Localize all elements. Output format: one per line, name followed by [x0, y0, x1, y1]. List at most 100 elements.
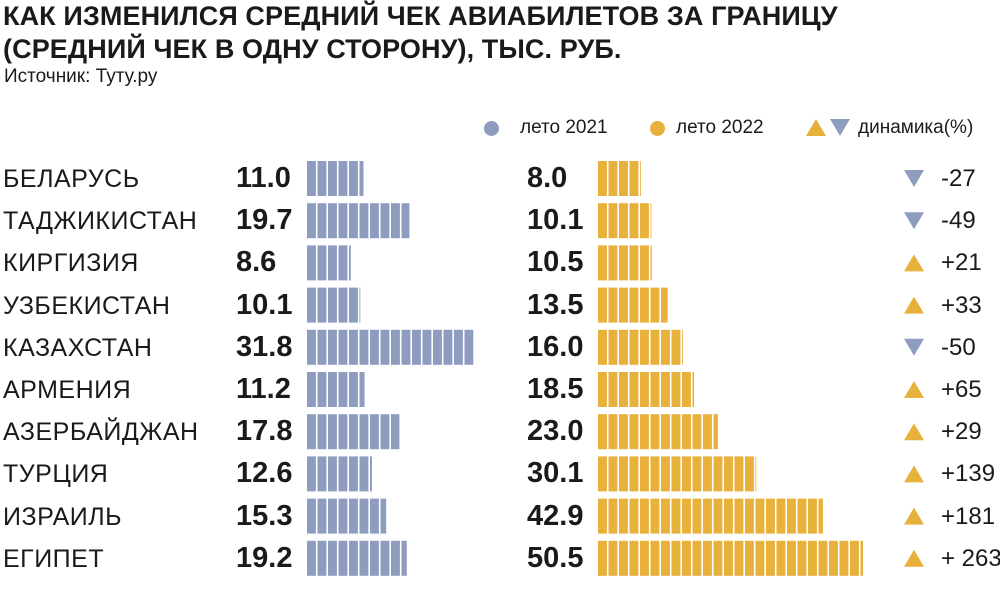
bar-2022-segment	[818, 540, 828, 576]
bar-2021-segment	[317, 203, 327, 239]
bar-2022	[598, 414, 718, 450]
dynamics-label: +65	[941, 376, 982, 403]
bar-2022-segment	[640, 287, 649, 323]
bar-2022-segment	[640, 161, 641, 196]
value-label-2022: 16.0	[527, 330, 584, 363]
bar-2022-segment	[598, 372, 607, 407]
bar-2022-segment	[661, 372, 670, 407]
bar-2022-segment	[650, 414, 660, 450]
bar-2021-segment	[338, 498, 348, 534]
bar-2021-segment	[349, 161, 358, 196]
bar-2021-segment	[317, 414, 327, 450]
bar-2022	[598, 161, 641, 196]
bar-2022	[598, 287, 668, 323]
bar-2021-segment	[328, 372, 337, 407]
bar-2022-segment	[787, 540, 796, 576]
bar-2022-segment	[661, 540, 670, 576]
bar-2021-segment	[307, 498, 316, 534]
bar-2022-segment	[650, 540, 660, 576]
bar-2022-segment	[745, 540, 754, 576]
bar-2022-segment	[860, 540, 864, 576]
value-label-2021: 8.6	[236, 246, 277, 279]
bar-2022-segment	[692, 498, 702, 534]
bar-2021-segment	[370, 540, 379, 576]
bar-2022-segment	[650, 203, 652, 239]
value-label-2021: 19.7	[236, 204, 293, 237]
bar-2021-segment	[359, 203, 369, 239]
dynamics-label: +139	[941, 460, 996, 488]
bar-2022-segment	[608, 498, 618, 534]
category-label: ИЗРАИЛЬ	[3, 502, 123, 531]
bar-2022-segment	[682, 456, 691, 492]
bar-2021-segment	[328, 203, 337, 239]
dynamics-down-icon	[904, 170, 924, 187]
bar-2022-segment	[703, 498, 712, 534]
bar-2022-segment	[619, 329, 628, 365]
dynamics-label: +21	[941, 249, 982, 277]
bar-2022-segment	[692, 372, 695, 407]
bar-2021-segment	[317, 161, 327, 196]
bar-2022-segment	[640, 414, 649, 450]
bar-2022-segment	[671, 414, 681, 450]
bar-2021-segment	[359, 414, 369, 450]
bar-2021-segment	[338, 414, 348, 450]
bar-2021-segment	[391, 414, 400, 450]
bar-2022-segment	[598, 498, 607, 534]
dynamics-label: +33	[941, 291, 982, 319]
value-label-2022: 8.0	[527, 162, 568, 194]
bar-2022-segment	[755, 498, 765, 534]
dynamics-up-icon	[904, 465, 924, 483]
value-label-2021: 17.8	[236, 415, 293, 448]
bar-2022-segment	[598, 414, 607, 450]
bar-2022-segment	[776, 540, 786, 576]
bar-2021-segment	[401, 329, 411, 365]
bar-2022-segment	[818, 498, 823, 534]
bar-2021-segment	[359, 161, 364, 196]
bar-2022	[598, 498, 823, 534]
bar-2021	[307, 540, 407, 576]
bar-2021	[307, 414, 400, 450]
bar-2022-segment	[619, 498, 628, 534]
bar-2022-segment	[682, 372, 691, 407]
value-label-2022: 42.9	[527, 499, 584, 532]
bar-2021-segment	[328, 329, 337, 365]
bar-2022-segment	[650, 329, 660, 365]
bar-2021-segment	[422, 329, 432, 365]
bar-2022-segment	[692, 456, 702, 492]
bar-2021-segment	[359, 287, 361, 323]
dynamics-label: +181	[941, 502, 996, 530]
bar-2021-segment	[307, 245, 316, 281]
bar-2021-segment	[443, 329, 453, 365]
title-line-2: (СРЕДНИЙ ЧЕК В ОДНУ СТОРОНУ), ТЫС. РУБ.	[3, 34, 622, 64]
bar-2022-segment	[713, 540, 723, 576]
bar-2021-segment	[328, 414, 337, 450]
chart-title: КАК ИЗМЕНИЛСЯ СРЕДНИЙ ЧЕК АВИАБИЛЕТОВ ЗА…	[3, 0, 838, 66]
bar-2021-segment	[307, 287, 316, 323]
bar-2022-segment	[629, 245, 639, 281]
bar-2022-segment	[703, 414, 712, 450]
bar-2022-segment	[608, 414, 618, 450]
bar-2021-segment	[380, 203, 390, 239]
bar-2022-segment	[608, 245, 618, 281]
bar-2022-segment	[682, 329, 683, 365]
bar-2021-segment	[338, 329, 348, 365]
bar-2022	[598, 456, 757, 492]
bar-2022-segment	[787, 498, 796, 534]
legend-label-2021: лето 2021	[520, 117, 608, 138]
bar-2021-segment	[317, 287, 327, 323]
bar-2022-segment	[629, 414, 639, 450]
bar-2021-segment	[391, 329, 400, 365]
legend-dot-2021	[484, 121, 499, 136]
bar-2022-segment	[850, 540, 859, 576]
bar-2021-segment	[349, 414, 358, 450]
bar-2021-segment	[317, 245, 327, 281]
dynamics-label: -27	[941, 165, 976, 192]
bar-2021-segment	[349, 245, 351, 281]
bar-2022-segment	[692, 414, 702, 450]
bar-2021-segment	[328, 161, 337, 196]
bar-2021	[307, 372, 365, 407]
dynamics-label: -50	[941, 333, 976, 361]
category-label: ТАДЖИКИСТАН	[3, 207, 198, 236]
bar-2021-segment	[359, 372, 365, 407]
value-label-2022: 50.5	[527, 541, 584, 574]
